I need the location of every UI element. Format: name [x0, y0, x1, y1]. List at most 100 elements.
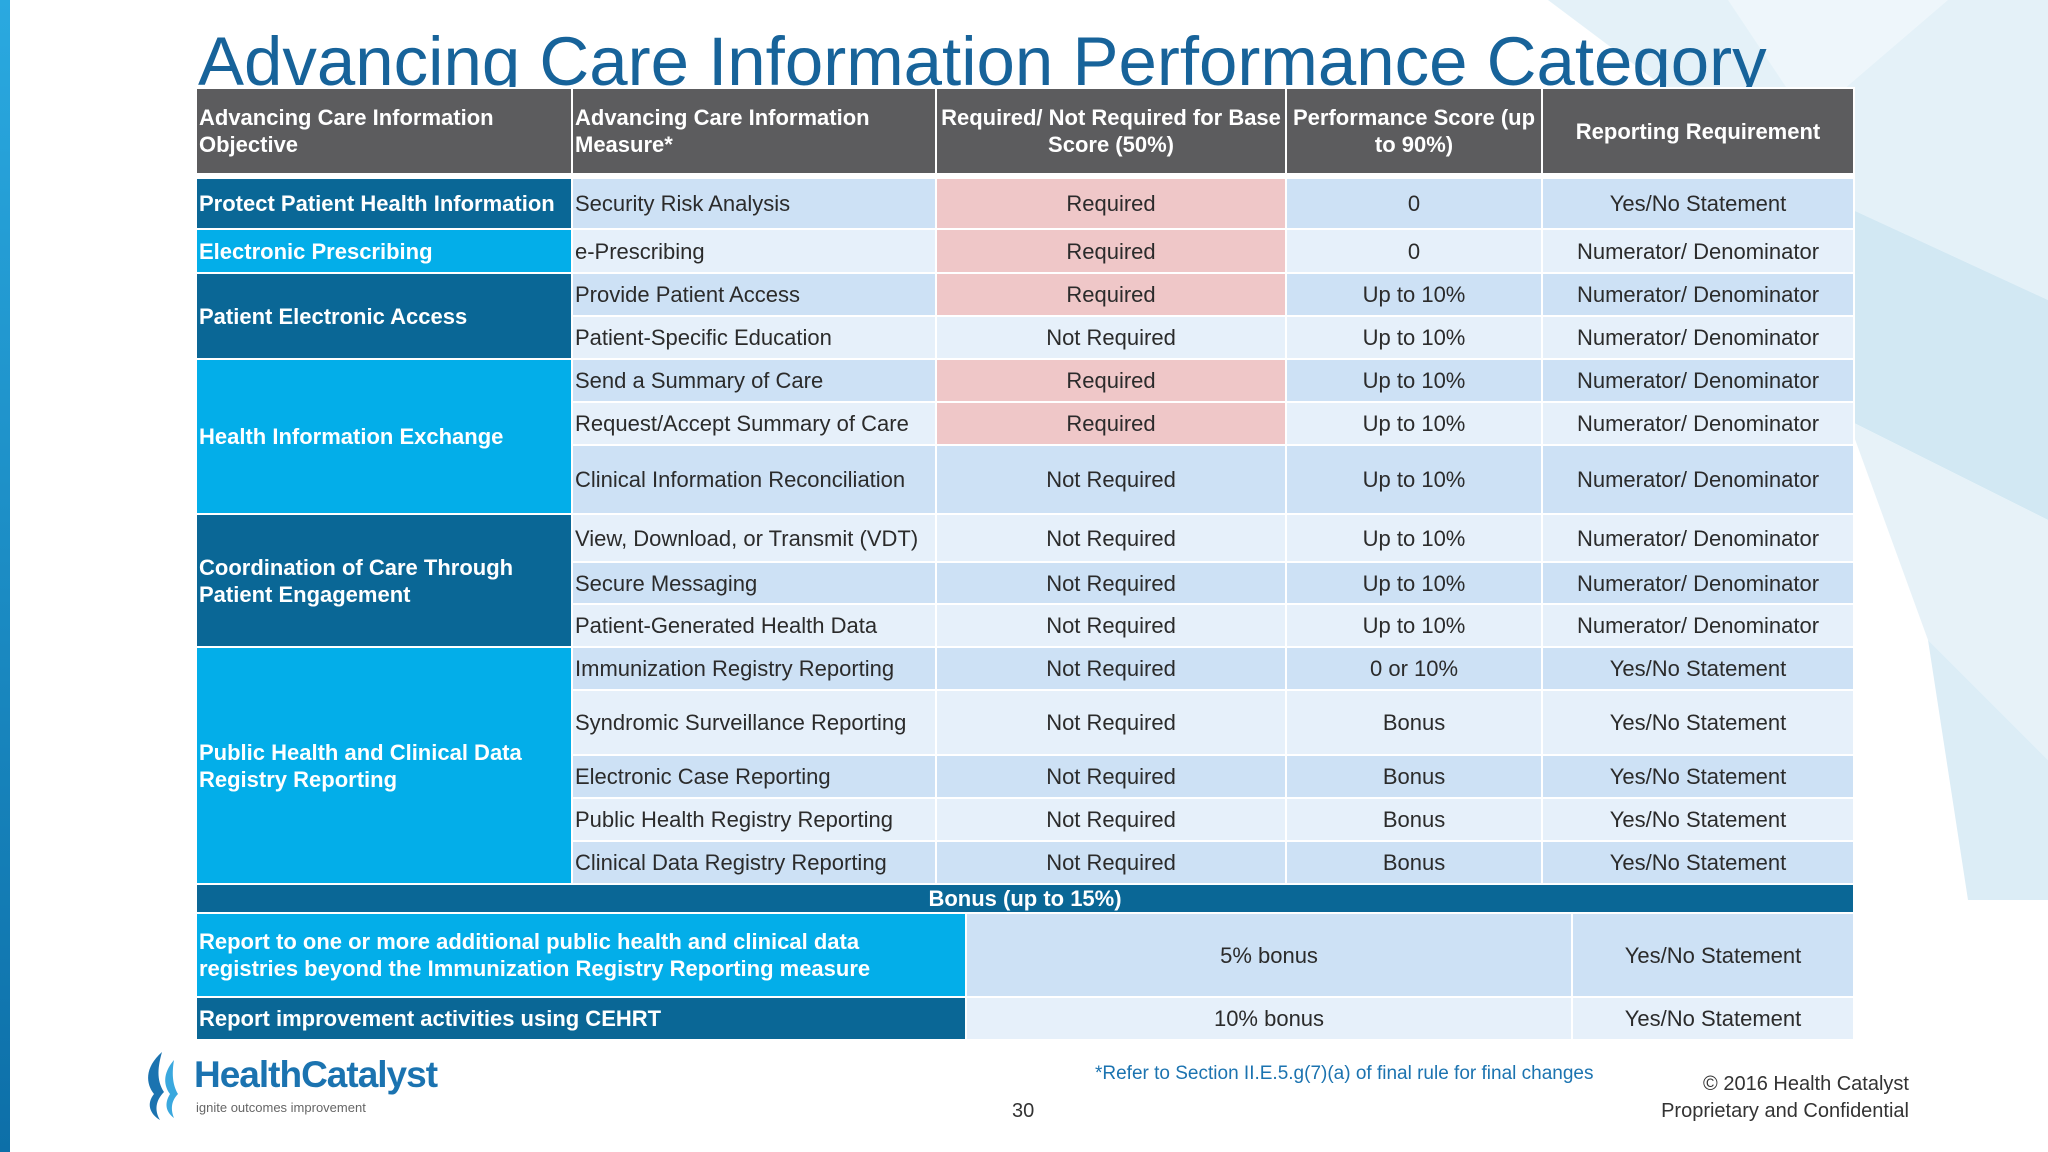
required-cell: Not Required [934, 444, 1288, 515]
table-row: Clinical Data Registry Reporting Not Req… [196, 840, 1856, 885]
bonus-reporting: Yes/No Statement [1571, 912, 1856, 998]
table-row: Protect Patient Health Information Secur… [195, 177, 1856, 230]
bonus-value: 5% bonus [964, 912, 1574, 998]
table-row: Patient Electronic Access Provide Patien… [195, 272, 1856, 360]
measure-cell: Syndromic Surveillance Reporting [571, 689, 937, 756]
score-cell: Bonus [1285, 689, 1544, 756]
score-cell: Bonus [1285, 840, 1544, 885]
measures-table: Advancing Care Information Objective Adv… [194, 87, 1856, 1041]
header-reporting: Reporting Requirement [1541, 87, 1856, 175]
header-required: Required/ Not Required for Base Score (5… [934, 87, 1288, 175]
objective-cell: Protect Patient Health Information [195, 177, 573, 230]
logo-tagline: ignite outcomes improvement [196, 1100, 366, 1115]
reporting-cell: Numerator/ Denominator [1541, 603, 1856, 648]
header-row: Advancing Care Information Objective Adv… [195, 87, 1856, 175]
bonus-heading: Bonus (up to 15%) [194, 883, 1856, 914]
copyright-notice: © 2016 Health Catalyst Proprietary and C… [1661, 1071, 1909, 1125]
measure-cell: e-Prescribing [571, 228, 937, 274]
table-row: Patient-Specific Education Not Required … [196, 315, 1856, 360]
objective-cell: Electronic Prescribing [195, 228, 573, 274]
required-cell: Not Required [934, 646, 1288, 691]
measure-cell: Request/Accept Summary of Care [571, 401, 937, 446]
bonus-description: Report to one or more additional public … [195, 912, 967, 998]
page-number: 30 [1012, 1100, 1035, 1122]
table-row: Coordination of Care Through Patient Eng… [195, 513, 1856, 648]
measure-cell: Patient-Specific Education [571, 315, 937, 360]
measure-cell: Immunization Registry Reporting [571, 646, 937, 691]
measure-cell: Secure Messaging [571, 561, 937, 605]
reporting-cell: Yes/No Statement [1541, 646, 1856, 691]
objective-cell: Coordination of Care Through Patient Eng… [195, 513, 573, 648]
score-cell: Up to 10% [1285, 603, 1544, 648]
bonus-row: Report improvement activities using CEHR… [195, 996, 1856, 1041]
copyright-line: © 2016 Health Catalyst [1703, 1073, 1909, 1095]
bonus-value: 10% bonus [964, 996, 1574, 1041]
table-row: Electronic Prescribing e-Prescribing Req… [195, 228, 1856, 274]
reporting-cell: Yes/No Statement [1541, 797, 1856, 842]
reporting-cell: Numerator/ Denominator [1541, 315, 1856, 360]
left-accent-strip [0, 0, 10, 1152]
table-row: Syndromic Surveillance Reporting Not Req… [196, 689, 1856, 756]
bonus-row: Report to one or more additional public … [195, 912, 1856, 998]
score-cell: Up to 10% [1285, 513, 1544, 563]
score-cell: Up to 10% [1285, 358, 1544, 403]
header-score: Performance Score (up to 90%) [1285, 87, 1544, 175]
table-row: Public Health Registry Reporting Not Req… [196, 797, 1856, 842]
required-cell: Not Required [934, 603, 1288, 648]
required-cell: Required [934, 177, 1288, 230]
reporting-cell: Yes/No Statement [1541, 689, 1856, 756]
objective-cell: Health Information Exchange [195, 358, 573, 515]
score-cell: 0 or 10% [1285, 646, 1544, 691]
reporting-cell: Numerator/ Denominator [1541, 228, 1856, 274]
required-cell: Not Required [934, 840, 1288, 885]
header-objective: Advancing Care Information Objective [195, 87, 573, 175]
score-cell: Up to 10% [1285, 444, 1544, 515]
required-cell: Required [934, 228, 1288, 274]
score-cell: Up to 10% [1285, 272, 1544, 317]
measure-cell: Clinical Information Reconciliation [571, 444, 937, 515]
required-cell: Required [934, 358, 1288, 403]
measure-cell: Public Health Registry Reporting [571, 797, 937, 842]
score-cell: 0 [1285, 177, 1544, 230]
reporting-cell: Yes/No Statement [1541, 840, 1856, 885]
reporting-cell: Numerator/ Denominator [1541, 401, 1856, 446]
required-cell: Not Required [934, 315, 1288, 360]
table-row: Health Information Exchange Send a Summa… [195, 358, 1856, 515]
required-cell: Not Required [934, 561, 1288, 605]
measure-cell: Electronic Case Reporting [571, 754, 937, 799]
table-row: Clinical Information Reconciliation Not … [196, 444, 1856, 515]
bonus-reporting: Yes/No Statement [1571, 996, 1856, 1041]
score-cell: Bonus [1285, 754, 1544, 799]
score-cell: Bonus [1285, 797, 1544, 842]
table-row: Request/Accept Summary of Care Required … [196, 401, 1856, 446]
table-row: Secure Messaging Not Required Up to 10% … [196, 561, 1856, 605]
measure-cell: Clinical Data Registry Reporting [571, 840, 937, 885]
required-cell: Required [934, 272, 1288, 317]
health-catalyst-logo: HealthCatalyst ignite outcomes improveme… [140, 1050, 440, 1120]
confidential-line: Proprietary and Confidential [1661, 1100, 1909, 1122]
bonus-heading-row: Bonus (up to 15%) [194, 883, 1856, 914]
reporting-cell: Numerator/ Denominator [1541, 513, 1856, 563]
measure-cell: Provide Patient Access [571, 272, 937, 317]
measure-cell: View, Download, or Transmit (VDT) [571, 513, 937, 563]
table-row: Public Health and Clinical Data Registry… [195, 646, 1856, 885]
flame-icon [148, 1052, 178, 1120]
reporting-cell: Yes/No Statement [1541, 177, 1856, 230]
required-cell: Required [934, 401, 1288, 446]
required-cell: Not Required [934, 513, 1288, 563]
required-cell: Not Required [934, 689, 1288, 756]
score-cell: Up to 10% [1285, 401, 1544, 446]
bonus-description: Report improvement activities using CEHR… [195, 996, 967, 1041]
table-row: Electronic Case Reporting Not Required B… [196, 754, 1856, 799]
score-cell: Up to 10% [1285, 315, 1544, 360]
table-row: Patient-Generated Health Data Not Requir… [196, 603, 1856, 648]
footnote: *Refer to Section II.E.5.g(7)(a) of fina… [1095, 1063, 1594, 1084]
reporting-cell: Yes/No Statement [1541, 754, 1856, 799]
reporting-cell: Numerator/ Denominator [1541, 272, 1856, 317]
logo-wordmark: HealthCatalyst [194, 1054, 438, 1095]
measure-cell: Send a Summary of Care [571, 358, 937, 403]
required-cell: Not Required [934, 754, 1288, 799]
objective-cell: Patient Electronic Access [195, 272, 573, 360]
measure-cell: Patient-Generated Health Data [571, 603, 937, 648]
reporting-cell: Numerator/ Denominator [1541, 561, 1856, 605]
